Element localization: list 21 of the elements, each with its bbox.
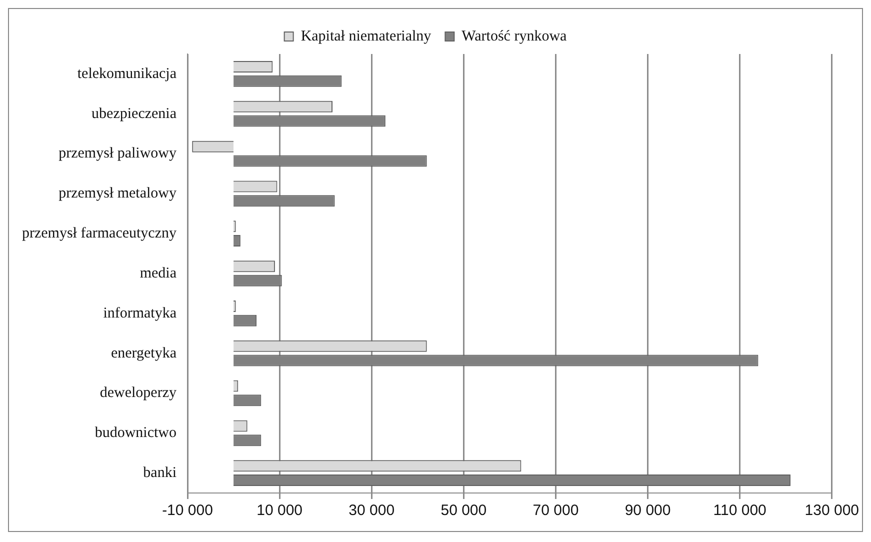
legend-label: Wartość rynkowa: [462, 28, 568, 44]
x-tick-label: 110 000: [713, 502, 766, 520]
y-tick-label: przemysł farmaceutyczny: [22, 226, 177, 242]
y-tick-label: deweloperzy: [100, 385, 177, 402]
legend-label: Kapitał niematerialny: [300, 28, 432, 44]
y-tick-label: przemysł metalowy: [58, 186, 177, 202]
x-tick-label: 70 000: [532, 502, 579, 520]
x-tick-label: 90 000: [624, 502, 671, 520]
x-tick-label: 130 000: [804, 502, 860, 520]
y-tick-label: ubezpieczenia: [92, 106, 177, 122]
y-tick-label: media: [140, 265, 177, 282]
y-tick-label: energetyka: [110, 345, 177, 362]
x-tick-label: 50 000: [440, 502, 487, 520]
y-tick-label: telekomunikacja: [77, 66, 177, 82]
x-tick-label: 10 000: [256, 502, 303, 520]
x-tick-label: 30 000: [348, 502, 395, 520]
y-tick-label: przemysł paliwowy: [58, 146, 178, 162]
x-tick-label: -10 000: [162, 502, 213, 520]
y-tick-label: banki: [143, 464, 177, 481]
y-tick-label: informatyka: [103, 305, 177, 322]
y-tick-label: budownictwo: [94, 425, 177, 442]
